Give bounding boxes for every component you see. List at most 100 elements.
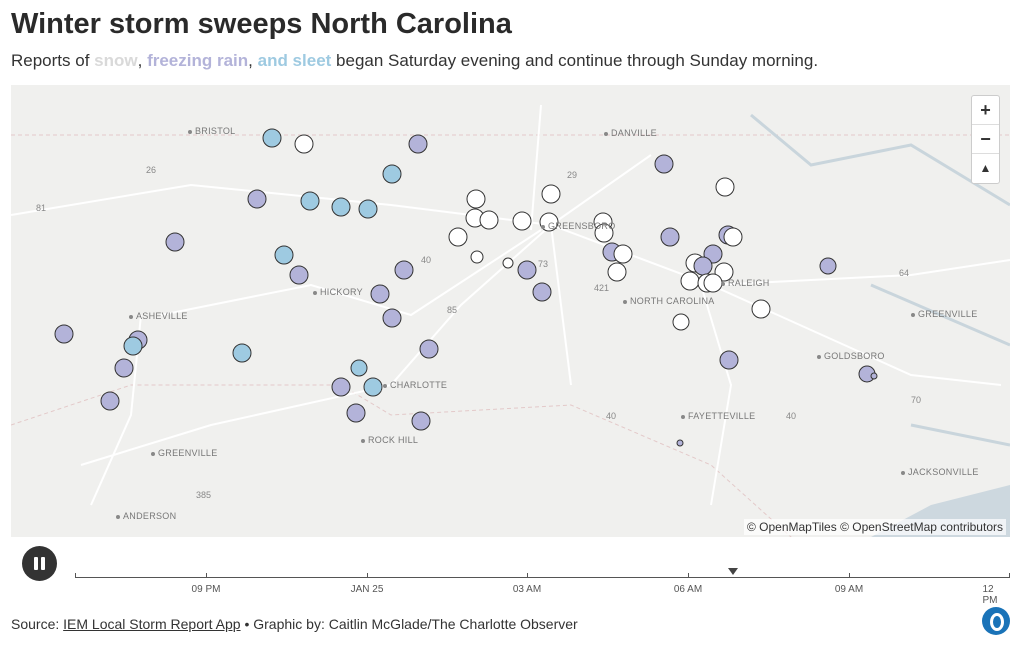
snow-report-marker[interactable]	[723, 227, 743, 247]
snow-report-marker[interactable]	[512, 211, 532, 231]
freezing-rain-report-marker[interactable]	[660, 227, 680, 247]
freezing-rain-report-marker[interactable]	[517, 260, 537, 280]
sleet-report-marker[interactable]	[363, 377, 383, 397]
snow-report-marker[interactable]	[613, 244, 633, 264]
snow-report-marker[interactable]	[607, 262, 627, 282]
snow-report-marker[interactable]	[541, 184, 561, 204]
subtitle-suffix: began Saturday evening and continue thro…	[331, 51, 819, 70]
snow-report-marker[interactable]	[470, 250, 484, 264]
sleet-report-marker[interactable]	[123, 336, 143, 356]
freezing-rain-report-marker[interactable]	[693, 256, 713, 276]
freezing-rain-report-marker[interactable]	[408, 134, 428, 154]
subtitle: Reports of snow, freezing rain, and slee…	[11, 51, 818, 71]
place-label: NORTH CAROLINA	[623, 296, 715, 306]
place-label: ASHEVILLE	[129, 311, 188, 321]
place-label: BRISTOL	[188, 126, 235, 136]
timeline-playhead-icon[interactable]	[728, 568, 739, 575]
sleet-report-marker[interactable]	[350, 359, 368, 377]
snow-report-marker[interactable]	[715, 177, 735, 197]
road-number: 40	[421, 255, 432, 265]
zoom-out-button[interactable]: −	[972, 125, 999, 154]
road-number: 73	[538, 259, 549, 269]
freezing-rain-report-marker[interactable]	[247, 189, 267, 209]
freezing-rain-report-marker[interactable]	[870, 372, 878, 380]
place-label: RALEIGH	[721, 278, 770, 288]
snow-report-marker[interactable]	[672, 313, 690, 331]
timeline-tick-label: 09 AM	[834, 584, 864, 595]
place-label: DANVILLE	[604, 128, 657, 138]
freezing-rain-report-marker[interactable]	[114, 358, 134, 378]
state-border	[11, 384, 792, 537]
snow-report-marker[interactable]	[294, 134, 314, 154]
timeline-tick-label: 09 PM	[191, 584, 221, 595]
timeline-tick	[849, 573, 850, 578]
timeline-tick	[527, 573, 528, 578]
freezing-rain-report-marker[interactable]	[165, 232, 185, 252]
source-link[interactable]: IEM Local Storm Report App	[63, 616, 241, 632]
freezing-rain-report-marker[interactable]	[331, 377, 351, 397]
road-number: 421	[594, 283, 610, 293]
freezing-rain-report-marker[interactable]	[419, 339, 439, 359]
road-number: 40	[606, 411, 617, 421]
road-number: 40	[786, 411, 797, 421]
freezing-rain-report-marker[interactable]	[382, 308, 402, 328]
freezing-rain-report-marker[interactable]	[819, 257, 837, 275]
freezing-rain-report-marker[interactable]	[719, 350, 739, 370]
freezing-rain-report-marker[interactable]	[654, 154, 674, 174]
sleet-report-marker[interactable]	[274, 245, 294, 265]
place-label: ROCK HILL	[361, 435, 418, 445]
charlotte-observer-logo-icon[interactable]	[982, 607, 1010, 635]
freezing-rain-report-marker[interactable]	[411, 411, 431, 431]
zoom-in-button[interactable]: +	[972, 96, 999, 125]
road-number: 85	[447, 305, 458, 315]
subtitle-prefix: Reports of	[11, 51, 95, 70]
freezing-rain-report-marker[interactable]	[394, 260, 414, 280]
place-label: CHARLOTTE	[383, 380, 447, 390]
freezing-rain-report-marker[interactable]	[289, 265, 309, 285]
road-number: 64	[899, 268, 910, 278]
sleet-report-marker[interactable]	[331, 197, 351, 217]
road-number: 81	[36, 203, 47, 213]
snow-report-marker[interactable]	[466, 189, 486, 209]
snow-report-marker[interactable]	[680, 271, 700, 291]
report-markers	[54, 128, 878, 447]
map[interactable]: BRISTOL DANVILLE ASHEVILLE HICKORY GREENSBOR…	[11, 85, 1010, 537]
snow-report-marker[interactable]	[479, 210, 499, 230]
pause-button[interactable]	[22, 546, 57, 581]
sleet-report-marker[interactable]	[262, 128, 282, 148]
place-label: JACKSONVILLE	[901, 467, 979, 477]
place-label: GREENSBORO	[541, 221, 616, 231]
sep: ,	[137, 51, 148, 70]
timeline-tick	[75, 573, 76, 578]
freezing-rain-report-marker[interactable]	[532, 282, 552, 302]
freezing-rain-report-marker[interactable]	[676, 439, 684, 447]
snow-report-marker[interactable]	[751, 299, 771, 319]
freezing-rain-report-marker[interactable]	[100, 391, 120, 411]
snow-report-marker[interactable]	[703, 273, 723, 293]
freezing-rain-report-marker[interactable]	[370, 284, 390, 304]
freezing-rain-report-marker[interactable]	[54, 324, 74, 344]
snow-report-marker[interactable]	[502, 257, 514, 269]
source-label: Source:	[11, 616, 64, 632]
place-label: GREENVILLE	[151, 448, 218, 458]
timeline-tick-label: 06 AM	[673, 584, 703, 595]
sleet-report-marker[interactable]	[232, 343, 252, 363]
sleet-report-marker[interactable]	[382, 164, 402, 184]
map-attribution[interactable]: © OpenMapTiles © OpenStreetMap contribut…	[743, 519, 1006, 535]
legend-freezing-rain: freezing rain	[147, 51, 249, 70]
sleet-report-marker[interactable]	[358, 199, 378, 219]
road-number: 70	[911, 395, 922, 405]
zoom-control: + − ▲	[971, 95, 1000, 184]
timeline-tick	[688, 573, 689, 578]
place-label: GOLDSBORO	[817, 351, 885, 361]
place-label: ANDERSON	[116, 511, 176, 521]
snow-report-marker[interactable]	[448, 227, 468, 247]
credit: • Graphic by: Caitlin McGlade/The Charlo…	[240, 616, 578, 632]
road-number: 26	[146, 165, 157, 175]
timeline-tick	[206, 573, 207, 578]
compass-reset-button[interactable]: ▲	[979, 161, 992, 175]
freezing-rain-report-marker[interactable]	[346, 403, 366, 423]
roads	[11, 104, 1010, 506]
sleet-report-marker[interactable]	[300, 191, 320, 211]
timeline-axis[interactable]	[75, 577, 1009, 578]
